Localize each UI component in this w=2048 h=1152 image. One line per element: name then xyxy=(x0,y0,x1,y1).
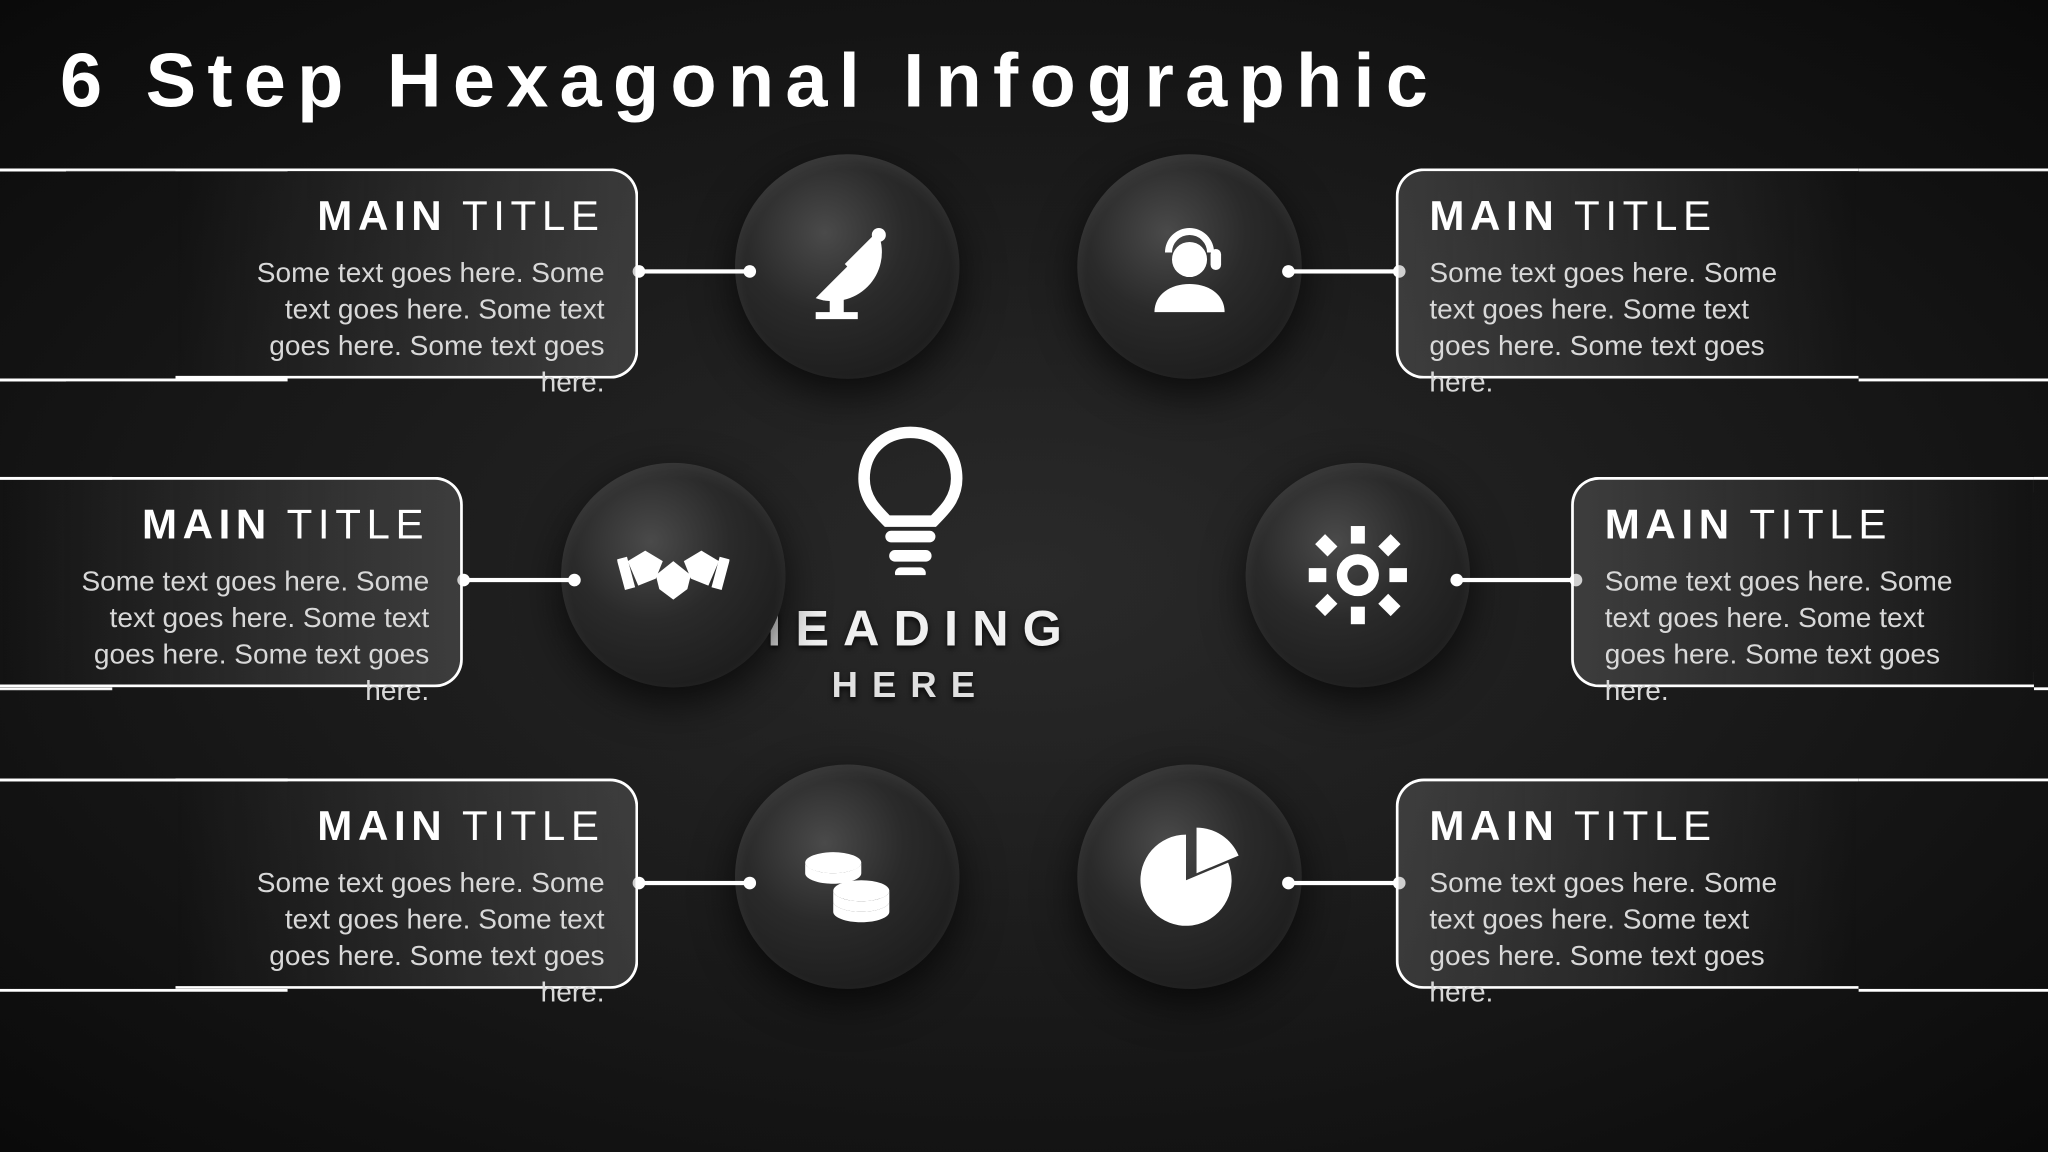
center-subheading: HERE xyxy=(700,663,1121,706)
card-title-sub: TITLE xyxy=(462,194,605,240)
gear-icon xyxy=(1302,519,1414,631)
connector-6 xyxy=(463,578,575,582)
card-body: Some text goes here. Some text goes here… xyxy=(217,255,604,401)
infographic-stage: HEADING HERE xyxy=(0,0,2048,1152)
callout-card-6: MAIN TITLE Some text goes here. Some tex… xyxy=(0,477,463,687)
card-title-sub: TITLE xyxy=(462,804,605,850)
pie-chart-icon xyxy=(1133,821,1245,933)
callout-card-5: MAIN TITLE Some text goes here. Some tex… xyxy=(175,779,638,989)
card-rail xyxy=(1859,779,2048,782)
card-title-main: MAIN xyxy=(317,804,447,850)
support-agent-icon xyxy=(1133,210,1245,322)
callout-card-2: MAIN TITLE Some text goes here. Some tex… xyxy=(1396,168,1859,378)
node-satellite xyxy=(735,154,959,378)
handshake-icon xyxy=(617,519,729,631)
lightbulb-icon xyxy=(847,421,973,575)
card-title-sub: TITLE xyxy=(287,502,430,548)
node-piechart xyxy=(1077,764,1301,988)
callout-card-1: MAIN TITLE Some text goes here. Some tex… xyxy=(175,168,638,378)
card-title-sub: TITLE xyxy=(1749,502,1892,548)
connector-1 xyxy=(638,269,750,273)
card-body: Some text goes here. Some text goes here… xyxy=(1429,255,1816,401)
node-coins xyxy=(735,764,959,988)
card-title-main: MAIN xyxy=(1429,804,1559,850)
card-title-sub: TITLE xyxy=(1574,194,1717,240)
card-rail xyxy=(1859,989,2048,992)
card-title-main: MAIN xyxy=(1429,194,1559,240)
card-body: Some text goes here. Some text goes here… xyxy=(1605,564,1992,710)
card-title-main: MAIN xyxy=(317,194,447,240)
connector-5 xyxy=(638,881,750,885)
card-body: Some text goes here. Some text goes here… xyxy=(217,865,604,1011)
node-support xyxy=(1077,154,1301,378)
card-rail xyxy=(2034,687,2048,690)
connector-2 xyxy=(1288,269,1400,273)
callout-card-4: MAIN TITLE Some text goes here. Some tex… xyxy=(1396,779,1859,989)
card-title-main: MAIN xyxy=(142,502,272,548)
callout-card-3: MAIN TITLE Some text goes here. Some tex… xyxy=(1571,477,2034,687)
connector-4 xyxy=(1288,881,1400,885)
card-body: Some text goes here. Some text goes here… xyxy=(1429,865,1816,1011)
card-title-main: MAIN xyxy=(1605,502,1735,548)
node-gear xyxy=(1246,463,1470,687)
connector-3 xyxy=(1456,578,1577,582)
card-rail xyxy=(1859,168,2048,171)
card-title-sub: TITLE xyxy=(1574,804,1717,850)
card-rail xyxy=(1859,379,2048,382)
node-handshake xyxy=(561,463,785,687)
coins-icon xyxy=(791,821,903,933)
satellite-dish-icon xyxy=(791,210,903,322)
card-rail xyxy=(2034,477,2048,480)
card-body: Some text goes here. Some text goes here… xyxy=(42,564,429,710)
